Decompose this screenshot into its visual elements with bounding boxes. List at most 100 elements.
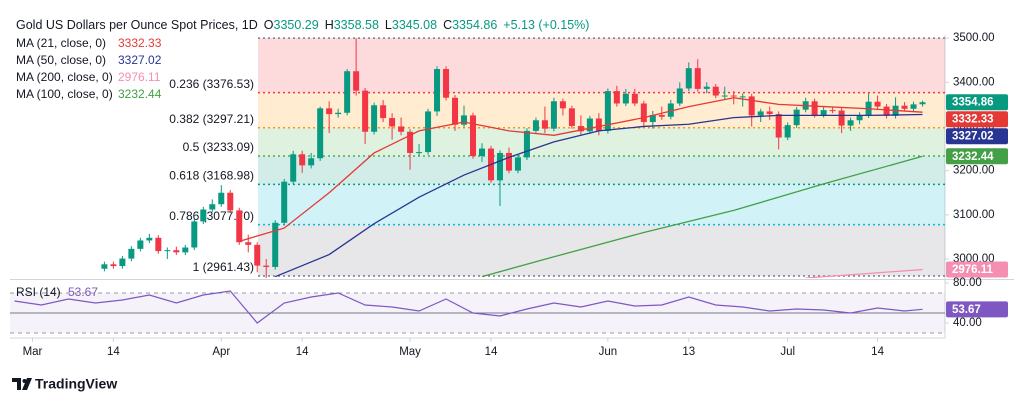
ma-line <box>481 155 923 278</box>
candle-body <box>577 126 584 132</box>
candle-body <box>173 250 180 253</box>
candle-body <box>631 93 638 104</box>
price-tag-label: 3327.02 <box>952 131 994 143</box>
candle-body <box>676 88 683 104</box>
candle-body <box>227 192 234 211</box>
candle-body <box>793 109 800 126</box>
rsi-tag-label: 53.67 <box>952 304 981 316</box>
candle-body <box>272 222 279 267</box>
candle-body <box>146 237 153 241</box>
ohlc-value: 3350.29 <box>274 18 319 32</box>
rsi-line <box>14 290 923 324</box>
candle-body <box>344 71 351 113</box>
candle-body <box>362 90 369 132</box>
candle-body <box>263 265 270 267</box>
x-tick-label: 13 <box>682 346 695 358</box>
candle-body <box>613 91 620 104</box>
candle-body <box>856 115 863 121</box>
fib-label: 0.5 (3233.09) <box>183 140 254 154</box>
candle-body <box>883 106 890 116</box>
candle-body <box>128 248 135 259</box>
candle-body <box>236 210 243 243</box>
candle-body <box>218 192 225 205</box>
candle-body <box>586 118 593 132</box>
main-pane: 0.236 (3376.53) 0.382 (3297.21) 0.5 (3233.… <box>101 37 945 278</box>
ma-legend-value: 3327.02 <box>118 53 162 67</box>
candle-body <box>775 114 782 138</box>
fib-label: 0.618 (3168.98) <box>169 169 254 183</box>
price-tag <box>946 261 1008 278</box>
x-tick-label: 14 <box>485 346 498 358</box>
ma-legend-value: 3332.33 <box>118 36 162 50</box>
candle-body <box>694 68 701 89</box>
ohlc-value: 3345.08 <box>392 18 437 32</box>
ohlc-value: 3354.86 <box>452 18 497 32</box>
candle-body <box>766 111 773 115</box>
candle-body <box>685 68 692 89</box>
candle-body <box>434 69 441 112</box>
chart-title: Gold US Dollars per Ounce Spot Prices, 1… <box>16 18 258 32</box>
candle-body <box>281 181 288 223</box>
candle-body <box>496 152 503 181</box>
candle-body <box>209 204 216 210</box>
rsi-pane <box>10 290 945 334</box>
price-tag-label: 3354.86 <box>952 97 994 109</box>
y-tick-label: 3200.00 <box>953 165 995 177</box>
price-tag-label: 3332.33 <box>952 114 994 126</box>
candle-body <box>308 158 315 166</box>
fib-zone <box>258 184 945 225</box>
candle-body <box>505 152 512 171</box>
candle-body <box>523 130 530 158</box>
candle-body <box>137 240 144 249</box>
y-tick-label: 3500.00 <box>953 32 995 44</box>
y-tick-label: 3400.00 <box>953 76 995 88</box>
fib-label: 0.382 (3297.21) <box>169 112 254 126</box>
ohlc-letter: H <box>325 18 334 32</box>
candle-body <box>290 154 297 182</box>
ohlc-letter: O <box>264 18 274 32</box>
rsi-tag <box>946 301 1008 318</box>
candle-body <box>739 96 746 98</box>
candle-body <box>407 131 414 153</box>
fib-zone <box>258 224 945 277</box>
ma-legend-value: 2976.11 <box>118 70 161 84</box>
candle-body <box>730 95 737 97</box>
candle-body <box>568 108 575 127</box>
candle-body <box>452 97 459 125</box>
candle-body <box>874 101 881 107</box>
ma-legend-name: MA (21, close, 0) <box>16 36 106 50</box>
candle-body <box>200 209 207 222</box>
header: Gold US Dollars per Ounce Spot Prices, 1… <box>16 18 589 32</box>
price-tag <box>946 111 1008 128</box>
candle-body <box>703 86 710 89</box>
candle-body <box>748 96 755 116</box>
candle-body <box>353 71 360 91</box>
ma-legend-name: MA (200, close, 0) <box>16 70 113 84</box>
candle-body <box>532 120 539 131</box>
fib-label: 1 (2961.43) <box>193 260 254 274</box>
candle-body <box>443 69 450 98</box>
candle-body <box>604 91 611 131</box>
brand-logo <box>12 378 32 390</box>
price-tag <box>946 94 1008 111</box>
candle-body <box>559 101 566 109</box>
price-tag <box>946 128 1008 145</box>
candle-body <box>838 110 845 126</box>
candle-body <box>425 111 432 153</box>
candle-body <box>119 258 126 267</box>
price-tag <box>946 148 1008 165</box>
candle-body <box>371 105 378 132</box>
x-tick-label: Mar <box>23 346 43 358</box>
candle-body <box>416 152 423 154</box>
price-tag-label: 2976.11 <box>952 264 994 276</box>
y-tick-label: 3100.00 <box>953 209 995 221</box>
candle-body <box>110 264 117 267</box>
candle-body <box>101 264 108 269</box>
x-tick-label: May <box>399 346 421 358</box>
candle-body <box>541 120 548 129</box>
fib-zone <box>258 127 945 157</box>
rsi-legend-name: RSI (14) <box>16 285 61 299</box>
candle-body <box>784 125 791 138</box>
candle-body <box>182 247 189 253</box>
candle-body <box>811 101 818 115</box>
